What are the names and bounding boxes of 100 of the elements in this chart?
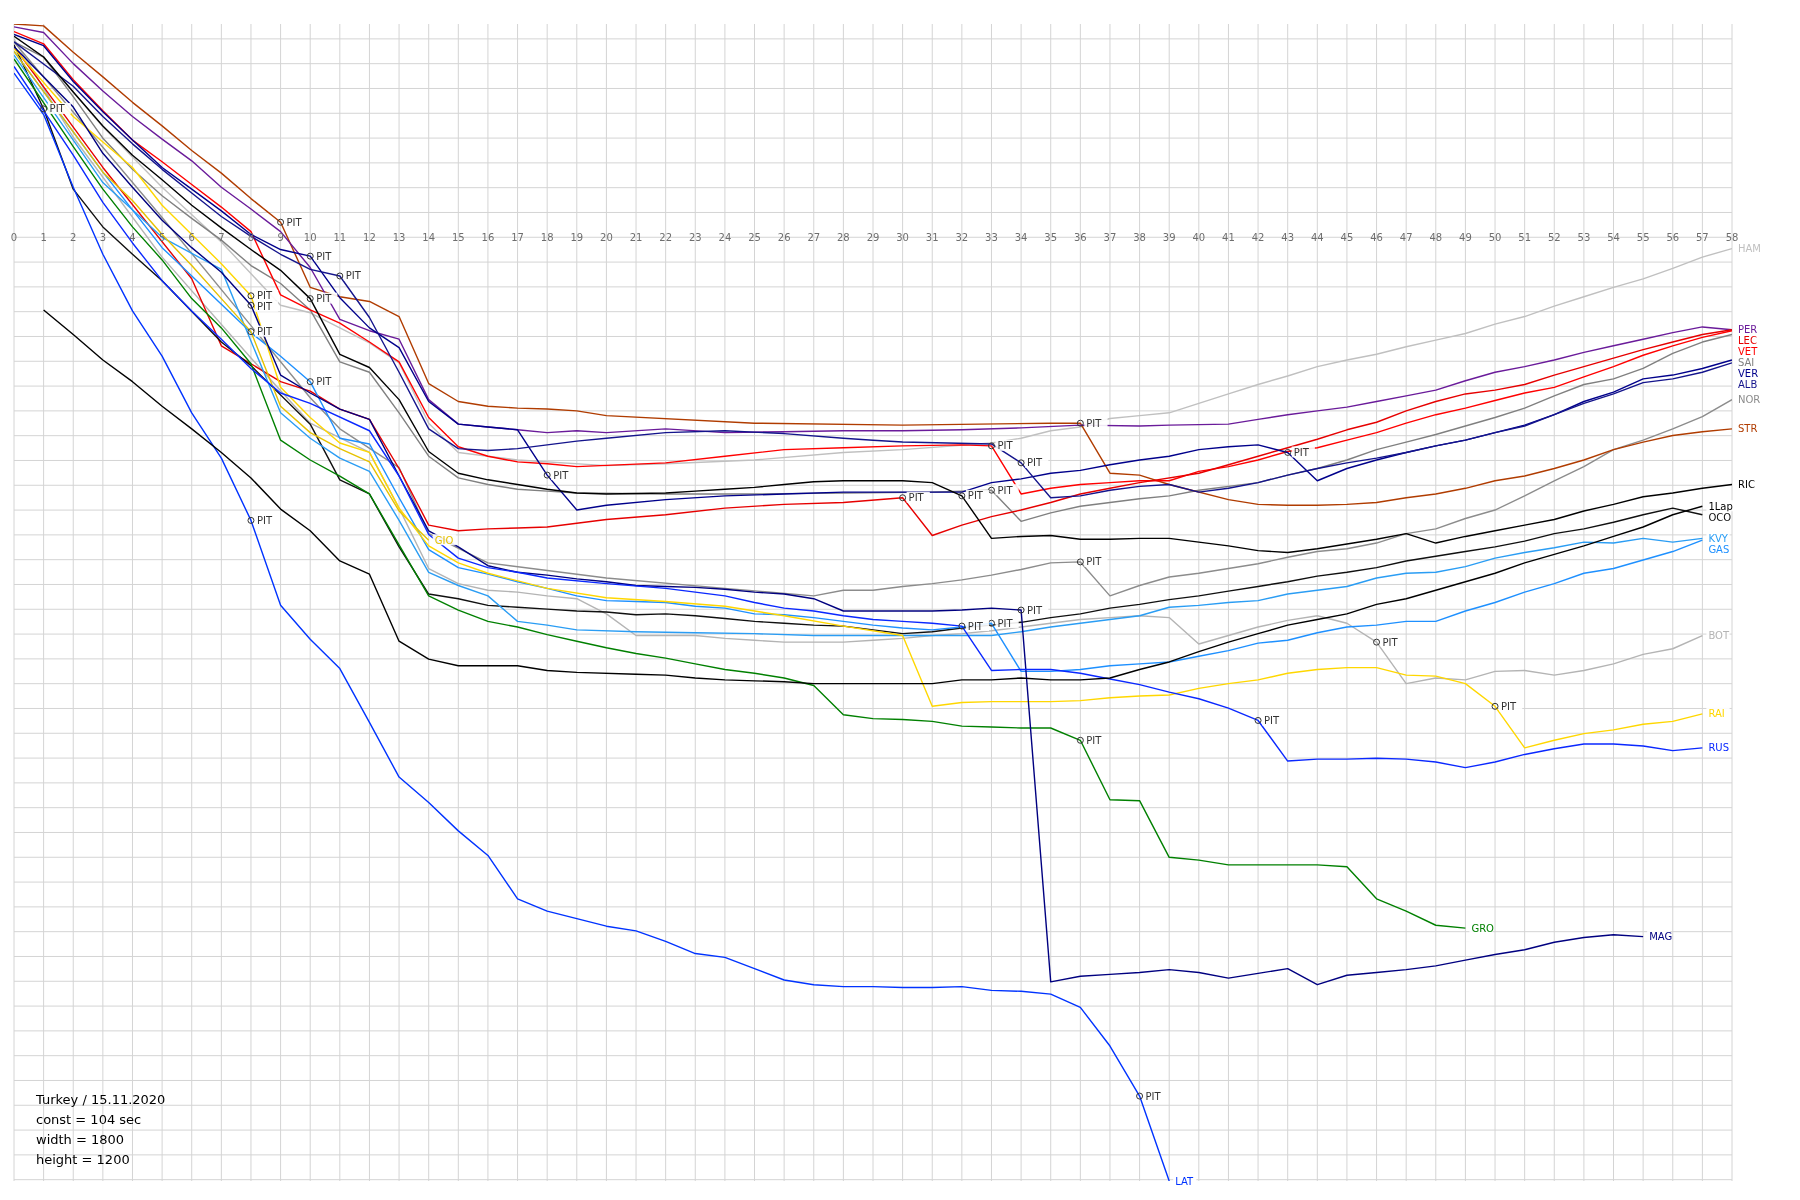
series-label: LAT: [1175, 1175, 1195, 1187]
series-label: MAG: [1649, 931, 1673, 943]
series-label: RAI: [1708, 708, 1725, 720]
series-label: GRO: [1471, 922, 1495, 934]
annotation: PIT: [286, 216, 303, 228]
x-tick-label: 31: [925, 231, 939, 243]
annotation: PIT: [1382, 636, 1399, 648]
annotation: PIT: [1086, 734, 1103, 746]
x-tick-label: 29: [866, 231, 880, 243]
series-label: KVY: [1708, 532, 1729, 544]
series-label: GIO: [434, 534, 454, 546]
x-tick-label: 22: [659, 231, 673, 243]
x-tick-label: 41: [1222, 231, 1235, 243]
annotation: PIT: [256, 290, 273, 302]
x-tick-label: 4: [129, 231, 136, 243]
series-label: VET: [1738, 346, 1759, 358]
annotation: Turkey / 15.11.2020: [36, 1091, 166, 1109]
x-tick-label: 17: [511, 231, 524, 243]
x-tick-label: 23: [688, 231, 702, 243]
x-tick-label: 18: [540, 231, 554, 243]
annotation: PIT: [316, 250, 333, 262]
x-tick-label: 12: [363, 231, 376, 243]
annotation: PIT: [997, 617, 1014, 629]
x-tick-label: 44: [1310, 231, 1324, 243]
annotation: PIT: [345, 270, 362, 282]
series-label: VER: [1738, 368, 1759, 380]
x-tick-label: 21: [629, 231, 643, 243]
x-tick-label: 2: [70, 231, 77, 243]
x-tick-label: 53: [1577, 231, 1591, 243]
annotation: PIT: [1086, 556, 1103, 568]
x-tick-label: 15: [451, 231, 465, 243]
annotation: PIT: [49, 103, 66, 115]
annotation: PIT: [1027, 604, 1044, 616]
annotation: PIT: [256, 514, 273, 526]
series-label: ALB: [1738, 379, 1758, 391]
x-tick-label: 56: [1666, 231, 1680, 243]
series-label: BOT: [1708, 630, 1730, 642]
x-tick-label: 8: [247, 231, 255, 243]
x-tick-label: 10: [303, 231, 317, 243]
x-tick-label: 47: [1399, 231, 1413, 243]
x-tick-label: 50: [1488, 231, 1502, 243]
annotation: PIT: [316, 376, 333, 388]
x-tick-label: 45: [1340, 231, 1354, 243]
annotation: PIT: [1145, 1090, 1162, 1102]
x-tick-label: 57: [1696, 231, 1709, 243]
annotation: PIT: [1027, 457, 1044, 469]
x-tick-label: 49: [1459, 231, 1472, 243]
x-tick-label: 14: [422, 231, 436, 243]
series-label: GAS: [1708, 543, 1730, 555]
annotation: PIT: [997, 440, 1014, 452]
x-tick-label: 28: [837, 231, 850, 243]
annotation: width = 1800: [36, 1131, 126, 1149]
x-tick-label: 32: [955, 231, 969, 243]
annotation: PIT: [967, 620, 984, 632]
series-label: PER: [1738, 324, 1758, 336]
x-tick-label: 5: [158, 231, 166, 243]
annotation: PIT: [256, 326, 273, 338]
annotation: PIT: [967, 490, 984, 502]
x-tick-label: 19: [570, 231, 584, 243]
annotation: PIT: [316, 293, 333, 305]
annotation: PIT: [1293, 446, 1310, 458]
x-tick-label: 27: [807, 231, 821, 243]
annotation: height = 1200: [36, 1151, 131, 1169]
x-tick-label: 46: [1370, 231, 1383, 243]
x-tick-label: 39: [1162, 231, 1176, 243]
x-tick-label: 0: [10, 231, 18, 243]
x-tick-label: 1: [40, 231, 47, 243]
x-tick-label: 16: [481, 231, 495, 243]
x-tick-label: 40: [1192, 231, 1206, 243]
series-label: OCO: [1708, 511, 1732, 523]
x-tick-label: 7: [218, 231, 225, 243]
x-tick-label: 37: [1103, 231, 1117, 243]
series-label: 1Lap: [1708, 500, 1733, 512]
annotation: const = 104 sec: [36, 1111, 143, 1129]
x-tick-label: 33: [985, 231, 998, 243]
annotation: PIT: [256, 301, 273, 313]
annotation: PIT: [1264, 714, 1281, 726]
x-tick-label: 54: [1607, 231, 1620, 243]
series-label: HAM: [1738, 243, 1761, 255]
x-tick-label: 3: [99, 231, 107, 243]
x-tick-label: 26: [777, 231, 791, 243]
text: SAI: [1738, 357, 1755, 369]
x-tick-label: 55: [1636, 231, 1650, 243]
x-tick-label: 24: [718, 231, 732, 243]
x-tick-label: 58: [1725, 231, 1739, 243]
x-tick-label: 6: [188, 231, 195, 243]
x-tick-label: 43: [1281, 231, 1295, 243]
series-label: RUS: [1708, 742, 1729, 754]
x-tick-label: 20: [600, 231, 613, 243]
x-tick-label: 51: [1518, 231, 1532, 243]
x-tick-label: 25: [748, 231, 761, 243]
x-tick-label: 9: [277, 231, 284, 243]
x-tick-label: 35: [1044, 231, 1058, 243]
x-tick-label: 30: [896, 231, 909, 243]
annotation: PIT: [1086, 417, 1103, 429]
x-tick-label: 38: [1133, 231, 1146, 243]
x-tick-label: 48: [1429, 231, 1443, 243]
x-tick-label: 36: [1073, 231, 1087, 243]
x-tick-label: 52: [1547, 231, 1561, 243]
series-label: NOR: [1738, 394, 1761, 406]
